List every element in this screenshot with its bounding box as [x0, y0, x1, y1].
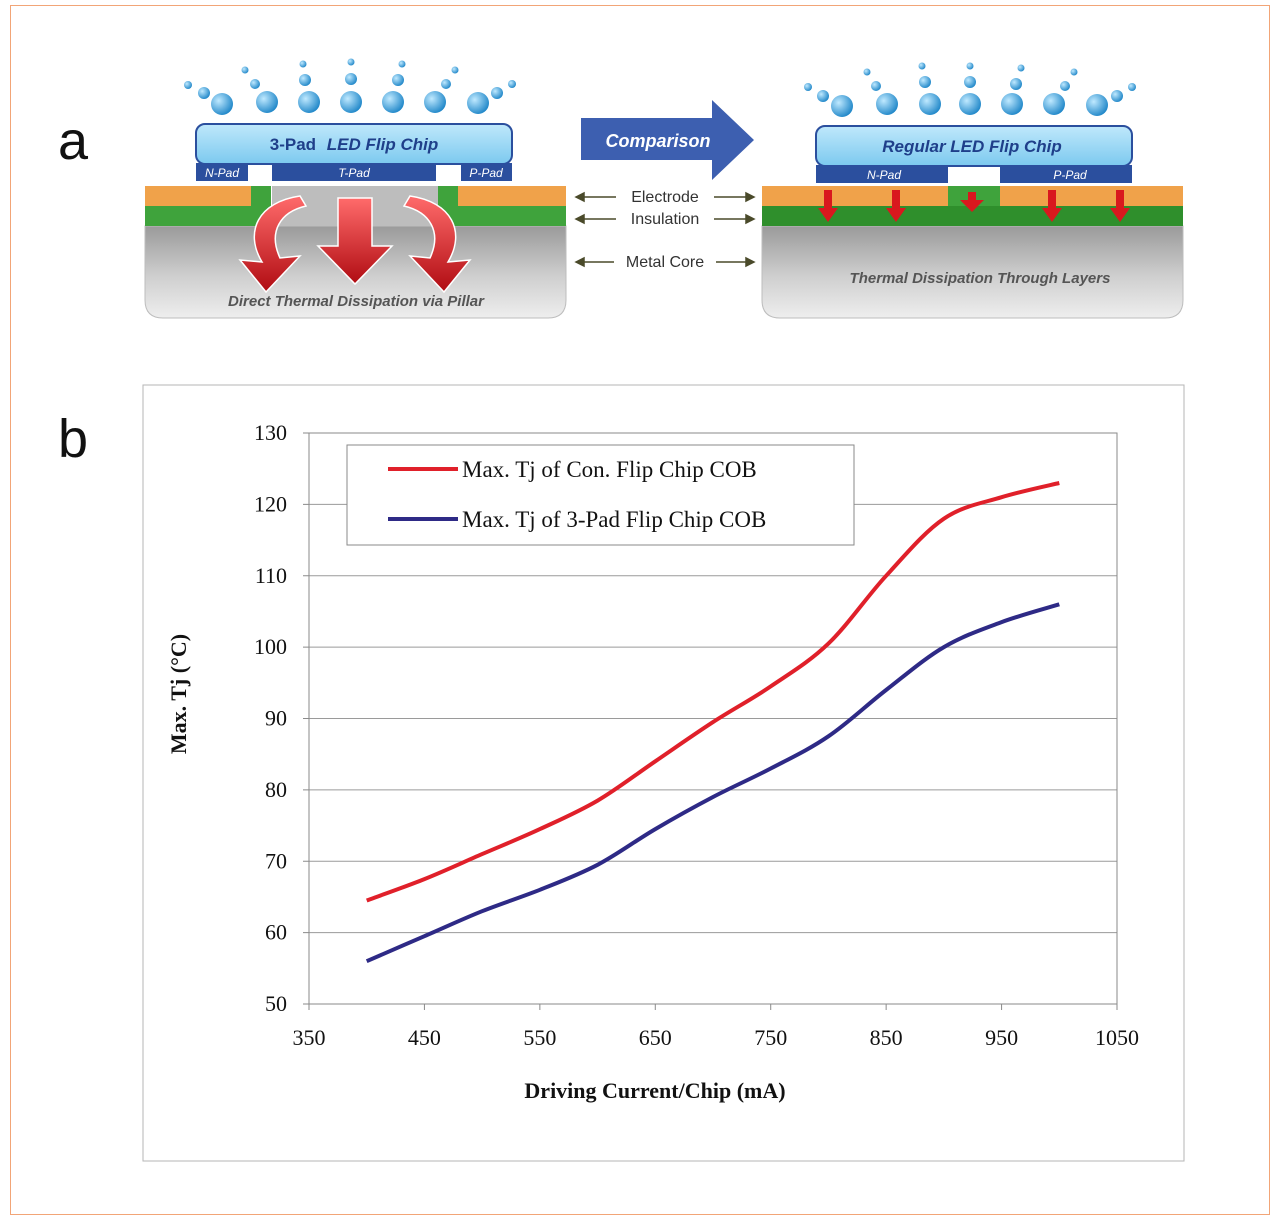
y-axis-label: Max. Tj (°C) — [166, 634, 191, 754]
thermal-comparison-diagram: 3-Pad LED Flip Chip N-Pad T-Pad P-Pad Di… — [144, 58, 1184, 319]
ytick-label-70: 70 — [265, 848, 287, 873]
right-light-droplets — [804, 62, 1136, 117]
figure-frame — [10, 5, 1270, 1215]
left-caption: Direct Thermal Dissipation via Pillar — [228, 293, 485, 310]
xtick-label-1050: 1050 — [1095, 1025, 1139, 1050]
ytick-label-50: 50 — [265, 991, 287, 1016]
right-n-pad-label: N-Pad — [867, 168, 901, 182]
ytick-label-110: 110 — [255, 563, 287, 588]
right-p-pad-label: P-Pad — [1053, 168, 1087, 182]
panel-b-letter: b — [58, 409, 89, 469]
gridlines — [303, 432, 1118, 1010]
svg-text:3-Pad LED Flip Chip: 3-Pad LED Flip Chip — [270, 135, 438, 154]
series-line-con-flip-chip — [365, 481, 1060, 903]
xtick-label-950: 950 — [985, 1025, 1018, 1050]
left-chip-title-rest: LED Flip Chip — [327, 135, 438, 154]
x-tick-labels: 350 450 550 650 750 850 950 1050 — [293, 1025, 1140, 1050]
layer-labels: Electrode Insulation Metal Core — [574, 189, 756, 271]
left-chip-title-bold: 3-Pad — [270, 135, 316, 154]
series-lines — [365, 481, 1060, 964]
y-tick-labels: 50 60 70 80 90 100 110 120 130 — [254, 420, 287, 1016]
ytick-label-90: 90 — [265, 706, 287, 731]
panel-a-letter: a — [58, 111, 89, 171]
left-3pad-chip: 3-Pad LED Flip Chip N-Pad T-Pad P-Pad — [195, 123, 513, 181]
right-regular-chip: Regular LED Flip Chip N-Pad P-Pad — [815, 125, 1133, 183]
legend: Max. Tj of Con. Flip Chip COB Max. Tj of… — [346, 444, 855, 546]
left-light-droplets — [184, 58, 516, 115]
comparison-arrow: Comparison — [581, 100, 754, 180]
legend-label-3pad: Max. Tj of 3-Pad Flip Chip COB — [462, 507, 766, 532]
left-substrate: Direct Thermal Dissipation via Pillar — [144, 186, 567, 319]
xtick-label-850: 850 — [870, 1025, 903, 1050]
xtick-label-350: 350 — [293, 1025, 326, 1050]
left-t-pad-label: T-Pad — [338, 166, 370, 180]
ytick-label-100: 100 — [254, 634, 287, 659]
xtick-label-550: 550 — [523, 1025, 556, 1050]
x-axis-label: Driving Current/Chip (mA) — [524, 1078, 785, 1103]
xtick-label-450: 450 — [408, 1025, 441, 1050]
ytick-label-60: 60 — [265, 920, 287, 945]
xtick-label-650: 650 — [639, 1025, 672, 1050]
legend-box — [346, 444, 855, 546]
series-line-3pad-flip-chip — [365, 602, 1060, 964]
ytick-label-130: 130 — [254, 420, 287, 445]
ytick-label-80: 80 — [265, 777, 287, 802]
plot-area-border — [308, 432, 1118, 1005]
electrode-label: Electrode — [631, 189, 699, 206]
right-chip-title: Regular LED Flip Chip — [882, 137, 1061, 156]
right-substrate: Thermal Dissipation Through Layers — [761, 186, 1184, 319]
metal-core-label: Metal Core — [626, 254, 704, 271]
xtick-label-750: 750 — [754, 1025, 787, 1050]
comparison-label: Comparison — [605, 131, 710, 151]
left-p-pad-label: P-Pad — [469, 166, 503, 180]
left-n-pad-label: N-Pad — [205, 166, 239, 180]
ytick-label-120: 120 — [254, 491, 287, 516]
right-caption: Thermal Dissipation Through Layers — [850, 270, 1111, 287]
legend-label-con: Max. Tj of Con. Flip Chip COB — [462, 457, 757, 482]
insulation-label: Insulation — [631, 211, 700, 228]
